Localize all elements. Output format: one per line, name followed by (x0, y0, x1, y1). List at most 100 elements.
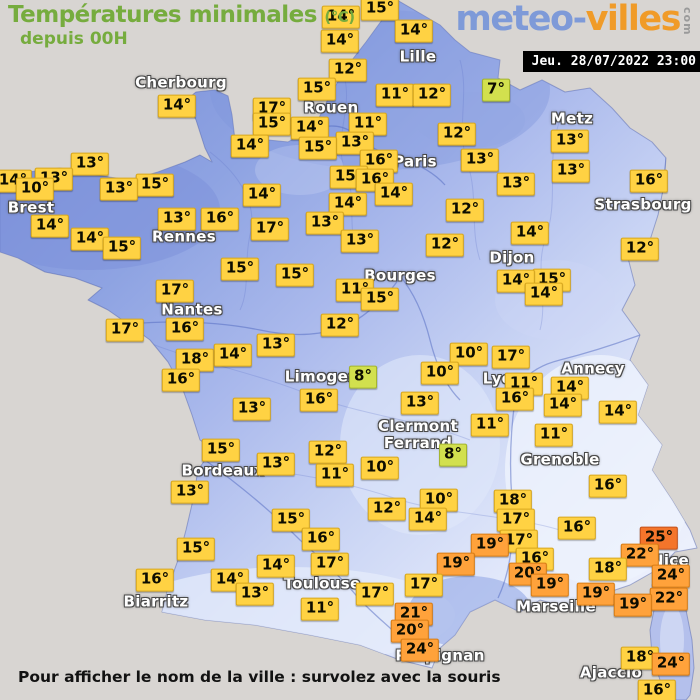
temp-label[interactable]: 15° (135, 173, 175, 197)
temp-label[interactable]: 14° (320, 29, 360, 53)
temp-label[interactable]: 17° (404, 573, 444, 597)
temp-label[interactable]: 12° (445, 198, 485, 222)
temp-label[interactable]: 13° (335, 131, 375, 155)
temp-label[interactable]: 14° (524, 282, 564, 306)
temp-label[interactable]: 15° (360, 0, 400, 21)
temp-label[interactable]: 19° (530, 573, 570, 597)
temp-label[interactable]: 14° (510, 221, 550, 245)
temp-label[interactable]: 15° (252, 112, 292, 136)
temp-label[interactable]: 17° (355, 582, 395, 606)
temp-label[interactable]: 17° (250, 217, 290, 241)
temp-label[interactable]: 24° (651, 652, 691, 676)
temp-label[interactable]: 14° (213, 343, 253, 367)
temp-label[interactable]: 10° (449, 342, 489, 366)
temp-label[interactable]: 8° (349, 365, 377, 389)
temp-label[interactable]: 10° (360, 456, 400, 480)
temp-label[interactable]: 14° (543, 393, 583, 417)
temp-label[interactable]: 17° (105, 318, 145, 342)
temp-label[interactable]: 16° (588, 474, 628, 498)
temp-label[interactable]: 14° (598, 400, 638, 424)
temp-label[interactable]: 10° (15, 177, 55, 201)
temp-label[interactable]: 12° (412, 83, 452, 107)
temp-label[interactable]: 10° (420, 361, 460, 385)
temp-label[interactable]: 24° (400, 638, 440, 662)
temp-label[interactable]: 22° (649, 587, 689, 611)
temp-label[interactable]: 15° (102, 236, 142, 260)
temp-label[interactable]: 8° (439, 443, 467, 467)
temp-label[interactable]: 19° (613, 593, 653, 617)
temp-label[interactable]: 13° (70, 152, 110, 176)
temp-label[interactable]: 14° (321, 5, 361, 29)
temp-label[interactable]: 16° (359, 149, 399, 173)
temp-label[interactable]: 14° (30, 214, 70, 238)
temp-label[interactable]: 15° (271, 508, 311, 532)
temp-label[interactable]: 13° (496, 172, 536, 196)
temp-label[interactable]: 15° (360, 287, 400, 311)
temp-label[interactable]: 17° (310, 552, 350, 576)
temp-label[interactable]: 15° (201, 438, 241, 462)
temp-label[interactable]: 14° (230, 134, 270, 158)
temp-label[interactable]: 12° (620, 237, 660, 261)
temp-label[interactable]: 11° (375, 83, 415, 107)
temp-label[interactable]: 14° (408, 507, 448, 531)
temp-label[interactable]: 16° (495, 387, 535, 411)
temp-label[interactable]: 13° (170, 480, 210, 504)
temp-label[interactable]: 24° (651, 564, 691, 588)
temp-label[interactable]: 13° (99, 177, 139, 201)
temp-label[interactable]: 13° (157, 207, 197, 231)
temp-label[interactable]: 19° (576, 582, 616, 606)
temp-label[interactable]: 15° (220, 257, 260, 281)
temp-label[interactable]: 13° (235, 582, 275, 606)
temp-label[interactable]: 13° (232, 397, 272, 421)
temp-label[interactable]: 16° (299, 388, 339, 412)
temp-label[interactable]: 12° (437, 122, 477, 146)
temp-label[interactable]: 12° (308, 440, 348, 464)
temp-label[interactable]: 12° (320, 313, 360, 337)
temp-label[interactable]: 16° (161, 368, 201, 392)
temp-label[interactable]: 14° (256, 554, 296, 578)
temp-label[interactable]: 17° (491, 345, 531, 369)
temp-label[interactable]: 17° (496, 508, 536, 532)
temp-label[interactable]: 14° (70, 227, 110, 251)
temp-label[interactable]: 13° (551, 159, 591, 183)
temp-label[interactable]: 16° (135, 568, 175, 592)
temp-label[interactable]: 13° (340, 229, 380, 253)
temp-label[interactable]: 16° (637, 679, 677, 700)
temp-label[interactable]: 16° (301, 527, 341, 551)
temp-label[interactable]: 11° (534, 423, 574, 447)
temp-label[interactable]: 15° (298, 136, 338, 160)
temp-label[interactable]: 12° (425, 233, 465, 257)
temp-label[interactable]: 16° (200, 207, 240, 231)
temp-label[interactable]: 13° (550, 129, 590, 153)
temp-label[interactable]: 11° (315, 463, 355, 487)
meteo-villes-logo[interactable]: meteo-villes com (455, 2, 694, 37)
temp-label[interactable]: 20° (390, 619, 430, 643)
temp-label[interactable]: 16° (629, 169, 669, 193)
temp-label[interactable]: 17° (155, 279, 195, 303)
temp-label[interactable]: 14° (374, 182, 414, 206)
temp-label[interactable]: 18° (588, 557, 628, 581)
temp-label[interactable]: 11° (300, 597, 340, 621)
temp-label[interactable]: 13° (305, 211, 345, 235)
temp-label[interactable]: 14° (242, 183, 282, 207)
temp-label[interactable]: 16° (557, 516, 597, 540)
temp-label[interactable]: 13° (256, 333, 296, 357)
temp-label[interactable]: 22° (620, 543, 660, 567)
temp-label[interactable]: 15° (275, 263, 315, 287)
temp-label[interactable]: 14° (157, 94, 197, 118)
temp-label[interactable]: 15° (176, 537, 216, 561)
temp-label[interactable]: 16° (165, 317, 205, 341)
temp-label[interactable]: 12° (367, 497, 407, 521)
temp-label[interactable]: 14° (328, 192, 368, 216)
temp-label[interactable]: 19° (436, 552, 476, 576)
temp-label[interactable]: 15° (297, 77, 337, 101)
temp-label[interactable]: 19° (470, 533, 510, 557)
temp-label[interactable]: 13° (460, 148, 500, 172)
temp-label[interactable]: 25° (639, 526, 679, 550)
temp-label[interactable]: 12° (328, 58, 368, 82)
temp-label[interactable]: 13° (400, 391, 440, 415)
temp-label[interactable]: 11° (348, 112, 388, 136)
temp-label[interactable]: 11° (470, 413, 510, 437)
temp-label[interactable]: 14° (394, 19, 434, 43)
temp-label[interactable]: 13° (256, 452, 296, 476)
